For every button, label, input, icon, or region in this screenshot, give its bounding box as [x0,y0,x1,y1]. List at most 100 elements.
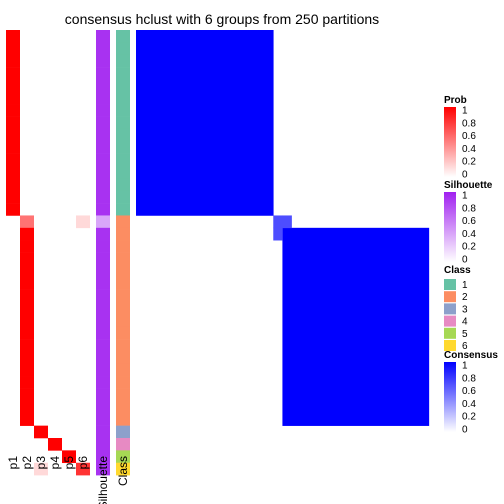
class-cell [116,438,130,451]
prob-cell-p2 [20,227,34,241]
class-cell [116,153,130,167]
class-cell [116,277,130,290]
class-cell [116,302,130,315]
class-cell [116,413,130,426]
silhouette-cell [96,376,110,389]
silhouette-cell [96,289,110,303]
prob-cell-p2 [20,400,34,414]
silhouette-legend-title: Silhouette [444,180,493,191]
silhouette-cell [96,30,110,43]
consensus-block [136,30,274,216]
class-cell [116,363,130,377]
class-cell [116,376,130,389]
prob-cell-p1 [6,79,20,93]
class-cell [116,42,130,56]
legends: Prob10.80.60.40.20Silhouette10.80.60.40.… [444,95,498,436]
class-cell [116,400,130,414]
class-cell [116,178,130,192]
consensus-legend-tick: 0.6 [462,386,476,397]
chart-title: consensus hclust with 6 groups from 250 … [65,11,379,27]
class-legend-label: 5 [462,329,468,340]
prob-cell-p1 [6,42,20,56]
silhouette-cell [96,339,110,352]
silhouette-cell [96,425,110,439]
prob-legend-tick: 0.6 [462,131,476,142]
class-cell [116,203,130,216]
column-label-silhouette: Silhouette [96,456,110,504]
column-label-p5: p5 [62,456,76,470]
consensus-cell [273,227,283,241]
class-legend-swatch [444,327,456,339]
class-legend-swatch [444,303,456,315]
class-legend-label: 3 [462,304,468,315]
column-labels: p1 p2 p3 p4 p5 p6 Silhouette Class [6,456,130,504]
silhouette-cell [96,128,110,142]
column-label-p6: p6 [76,456,90,470]
class-cell [116,54,130,68]
silhouette-cell [96,326,110,340]
prob-cell-p2 [20,326,34,340]
class-legend-swatch [444,315,456,327]
prob-cell-p2 [20,351,34,365]
prob-cell-p1 [6,116,20,130]
prob-cell-p1 [6,54,20,68]
silhouette-cell [96,351,110,365]
prob-cell-p1 [6,178,20,192]
silhouette-cell [96,400,110,414]
class-cell [116,264,130,278]
class-cell [116,351,130,365]
silhouette-cell [96,227,110,241]
class-legend-swatch [444,291,456,303]
consensus-legend-title: Consensus [444,350,498,361]
silhouette-cell [96,42,110,56]
silhouette-cell [96,302,110,315]
class-cell [116,166,130,179]
prob-cell-p2 [20,314,34,328]
silhouette-legend-tick: 0.2 [462,242,476,253]
consensus-legend-tick: 1 [462,361,468,372]
class-cell [116,79,130,93]
prob-cell-p1 [6,190,20,204]
class-cell [116,314,130,328]
silhouette-legend-tick: 0 [462,255,468,266]
prob-legend-tick: 0.4 [462,144,476,155]
silhouette-cell [96,178,110,192]
class-legend-swatch [444,340,456,351]
class-cell [116,104,130,117]
consensus-legend-tick: 0.4 [462,399,476,410]
class-cell [116,425,130,439]
class-legend-swatch [444,279,456,290]
prob-cell-p1 [6,104,20,117]
prob-cell-p1 [6,67,20,80]
prob-cell-p6 [76,462,90,476]
silhouette-legend-tick: 0.4 [462,229,476,240]
silhouette-cell [96,438,110,451]
column-label-p1: p1 [6,456,20,470]
silhouette-cell [96,79,110,93]
class-legend-label: 4 [462,317,468,328]
consensus-legend-tick: 0.2 [462,412,476,423]
prob-cell-p2 [20,240,34,253]
silhouette-cell [96,363,110,377]
consensus-block [282,227,430,426]
consensus-heatmap [136,30,430,426]
consensus-legend-colorbar [444,362,456,432]
silhouette-cell [96,91,110,105]
class-legend-label: 6 [462,341,468,352]
silhouette-legend-colorbar [444,192,456,262]
prob-legend-tick: 0.8 [462,118,476,129]
silhouette-cell [96,153,110,167]
silhouette-cell [96,190,110,204]
class-cell [116,326,130,340]
class-cell [116,30,130,43]
column-label-class: Class [116,456,130,486]
prob-cell-p1 [6,166,20,179]
class-cell [116,67,130,80]
silhouette-cell [96,67,110,80]
prob-cell-p1 [6,141,20,154]
consensus-block [273,215,283,229]
class-cell [116,141,130,154]
prob-cell-p2 [20,388,34,402]
prob-legend-colorbar [444,107,456,177]
class-cell [116,116,130,130]
